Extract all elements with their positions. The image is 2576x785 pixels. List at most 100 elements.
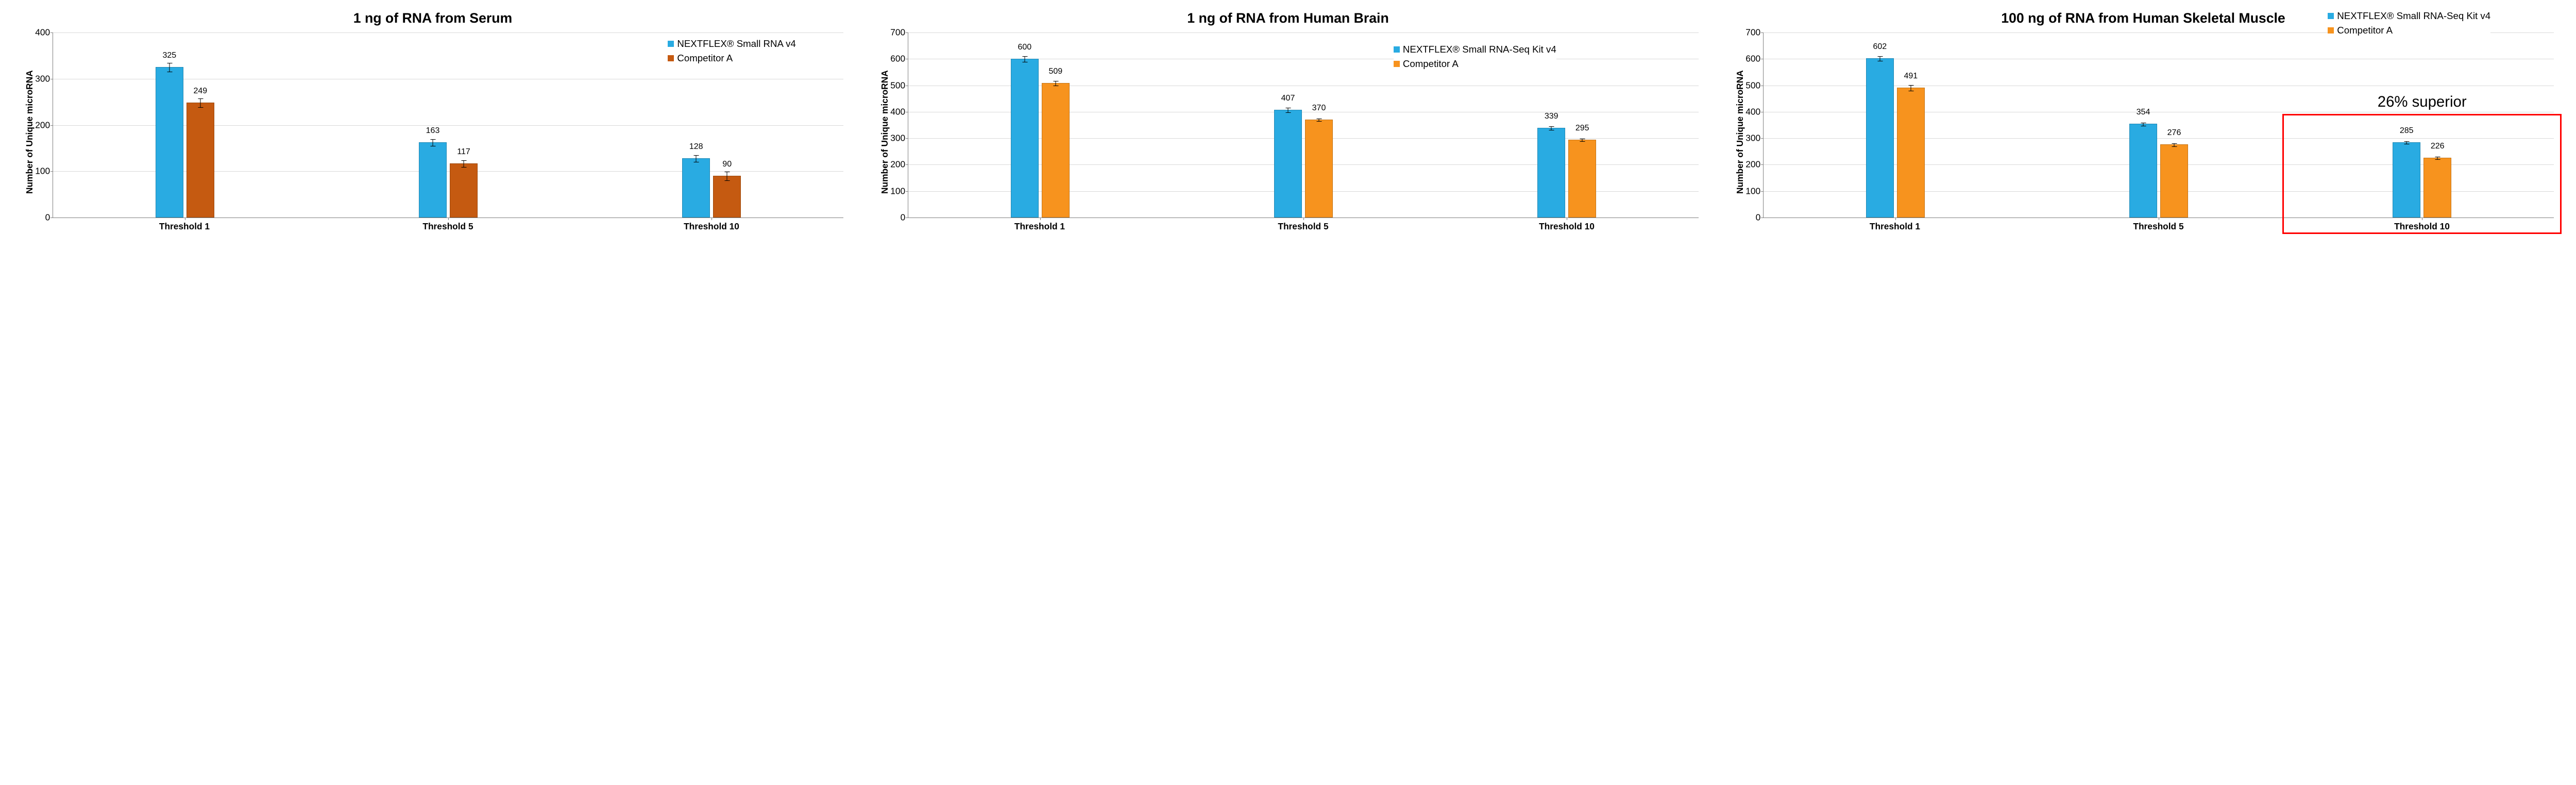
x-axis-label: Threshold 10: [2290, 221, 2554, 232]
x-axis-labels: Threshold 1Threshold 5Threshold 10: [53, 221, 843, 232]
plot: 0100200300400500600700602491354276285226…: [1763, 32, 2554, 218]
panel-title: 1 ng of RNA from Human Brain: [877, 10, 1699, 26]
x-axis-label: Threshold 1: [908, 221, 1172, 232]
competitor-bar: 117: [450, 163, 478, 218]
error-bar: [1582, 139, 1583, 142]
y-tick-label: 500: [1745, 80, 1764, 91]
competitor-bar: 226: [2424, 158, 2451, 218]
x-tick-mark: [1895, 218, 1896, 220]
nextflex-bar: 354: [2129, 124, 2157, 218]
y-tick-label: 200: [1745, 159, 1764, 170]
competitor-bar: 276: [2160, 144, 2188, 218]
competitor-bar: 249: [187, 103, 214, 218]
bar-value-label: 370: [1312, 104, 1326, 113]
legend: NEXTFLEX® Small RNA-Seq Kit v4 Competitor…: [2328, 10, 2490, 36]
x-tick-mark: [711, 218, 712, 220]
bar-value-label: 325: [162, 51, 176, 60]
error-bar: [1910, 85, 1911, 91]
nextflex-bar: 600: [1011, 59, 1039, 218]
y-axis-label: Number of Unique microRNA: [1733, 32, 1745, 232]
legend-label: Competitor A: [2337, 25, 2393, 36]
error-bar: [1055, 81, 1056, 86]
y-tick-label: 300: [890, 133, 908, 144]
legend-swatch: [1394, 61, 1400, 67]
legend-item: Competitor A: [2328, 25, 2490, 36]
error-bar: [2437, 157, 2438, 160]
x-axis-label: Threshold 1: [53, 221, 316, 232]
legend-label: Competitor A: [677, 53, 733, 64]
bar-group: 325249: [53, 32, 316, 218]
bar-value-label: 295: [1575, 124, 1589, 133]
nextflex-bar: 602: [1866, 58, 1894, 218]
x-axis-label: Threshold 5: [2027, 221, 2291, 232]
bar-group: 285226: [2291, 32, 2554, 218]
bar-groups: 602491354276285226: [1764, 32, 2554, 218]
bar-value-label: 163: [426, 126, 440, 136]
plot-outer: 0100200300400500600700602491354276285226…: [1745, 32, 2554, 232]
legend-swatch: [1394, 46, 1400, 53]
error-bar: [1288, 108, 1289, 113]
legend-swatch: [668, 41, 674, 47]
y-tick-label: 0: [901, 212, 909, 223]
legend-label: NEXTFLEX® Small RNA-Seq Kit v4: [2337, 10, 2490, 22]
bar-value-label: 90: [722, 160, 732, 169]
y-tick-label: 400: [1745, 106, 1764, 117]
error-bar: [2406, 141, 2407, 144]
y-tick-label: 200: [35, 120, 53, 130]
x-axis-labels: Threshold 1Threshold 5Threshold 10: [908, 221, 1699, 232]
chart-panel: 100 ng of RNA from Human Skeletal Muscle…: [1733, 10, 2554, 232]
legend-item: Competitor A: [668, 53, 795, 64]
legend-item: NEXTFLEX® Small RNA v4: [668, 38, 795, 49]
error-bar: [1879, 56, 1880, 61]
nextflex-bar: 285: [2393, 142, 2420, 218]
y-axis-label: Number of Unique microRNA: [877, 32, 890, 232]
nextflex-bar: 163: [419, 142, 447, 218]
bar-group: 602491: [1764, 32, 2027, 218]
bar-value-label: 117: [457, 147, 470, 157]
y-tick-label: 300: [1745, 133, 1764, 144]
bar-value-label: 354: [2137, 108, 2150, 117]
y-tick-label: 300: [35, 73, 53, 84]
nextflex-bar: 325: [156, 67, 183, 218]
plot-outer: 0100200300400500600700600509407370339295…: [890, 32, 1699, 232]
legend-item: Competitor A: [1394, 58, 1556, 70]
y-tick-label: 0: [1756, 212, 1764, 223]
chart-area: Number of Unique microRNA 0 100 200 300 400 50…: [1733, 32, 2554, 232]
chart-panel: 1 ng of RNA from Serum Number of Unique m…: [22, 10, 843, 232]
y-tick-label: 200: [890, 159, 908, 170]
y-axis-label: Number of Unique microRNA: [22, 32, 35, 232]
panel-title: 1 ng of RNA from Serum: [22, 10, 843, 26]
error-bar: [169, 63, 170, 72]
y-tick-label: 100: [1745, 186, 1764, 196]
plot-outer: 010020030040032524916311712890NEXTFLEX® …: [35, 32, 843, 232]
y-tick-label: 600: [1745, 54, 1764, 64]
x-tick-mark: [448, 218, 449, 220]
bar-value-label: 339: [1545, 112, 1558, 121]
bar-group: 600 509: [908, 32, 1172, 218]
competitor-bar: 90: [713, 176, 741, 218]
error-bar: [1551, 126, 1552, 130]
y-tick-label: 100: [35, 166, 53, 177]
bar-value-label: 276: [2167, 128, 2181, 138]
y-tick-label: 400: [890, 106, 908, 117]
bar-groups: 600 509 407 370 339 295: [908, 32, 1699, 218]
plot: 0100200300400500600700600509407370339295…: [908, 32, 1699, 218]
x-tick-mark: [1303, 218, 1304, 220]
error-bar: [2143, 123, 2144, 126]
bar-value-label: 509: [1048, 67, 1062, 76]
legend-label: NEXTFLEX® Small RNA-Seq Kit v4: [1403, 44, 1556, 55]
chart-area: Number of Unique microRNA010020030040032…: [22, 32, 843, 232]
y-tick-label: 700: [1745, 27, 1764, 38]
x-axis-label: Threshold 10: [1435, 221, 1699, 232]
bar-value-label: 128: [689, 142, 703, 152]
nextflex-bar: 128: [682, 158, 710, 218]
error-bar: [1024, 56, 1025, 62]
nextflex-bar: 407: [1274, 110, 1302, 218]
bar-value-label: 249: [193, 87, 207, 96]
bar-value-label: 600: [1018, 43, 1031, 52]
y-tick-label: 700: [890, 27, 908, 38]
legend-label: NEXTFLEX® Small RNA v4: [677, 38, 795, 49]
x-axis-label: Threshold 5: [1172, 221, 1435, 232]
x-axis-label: Threshold 1: [1763, 221, 2027, 232]
callout-text: 26% superior: [2378, 93, 2467, 111]
